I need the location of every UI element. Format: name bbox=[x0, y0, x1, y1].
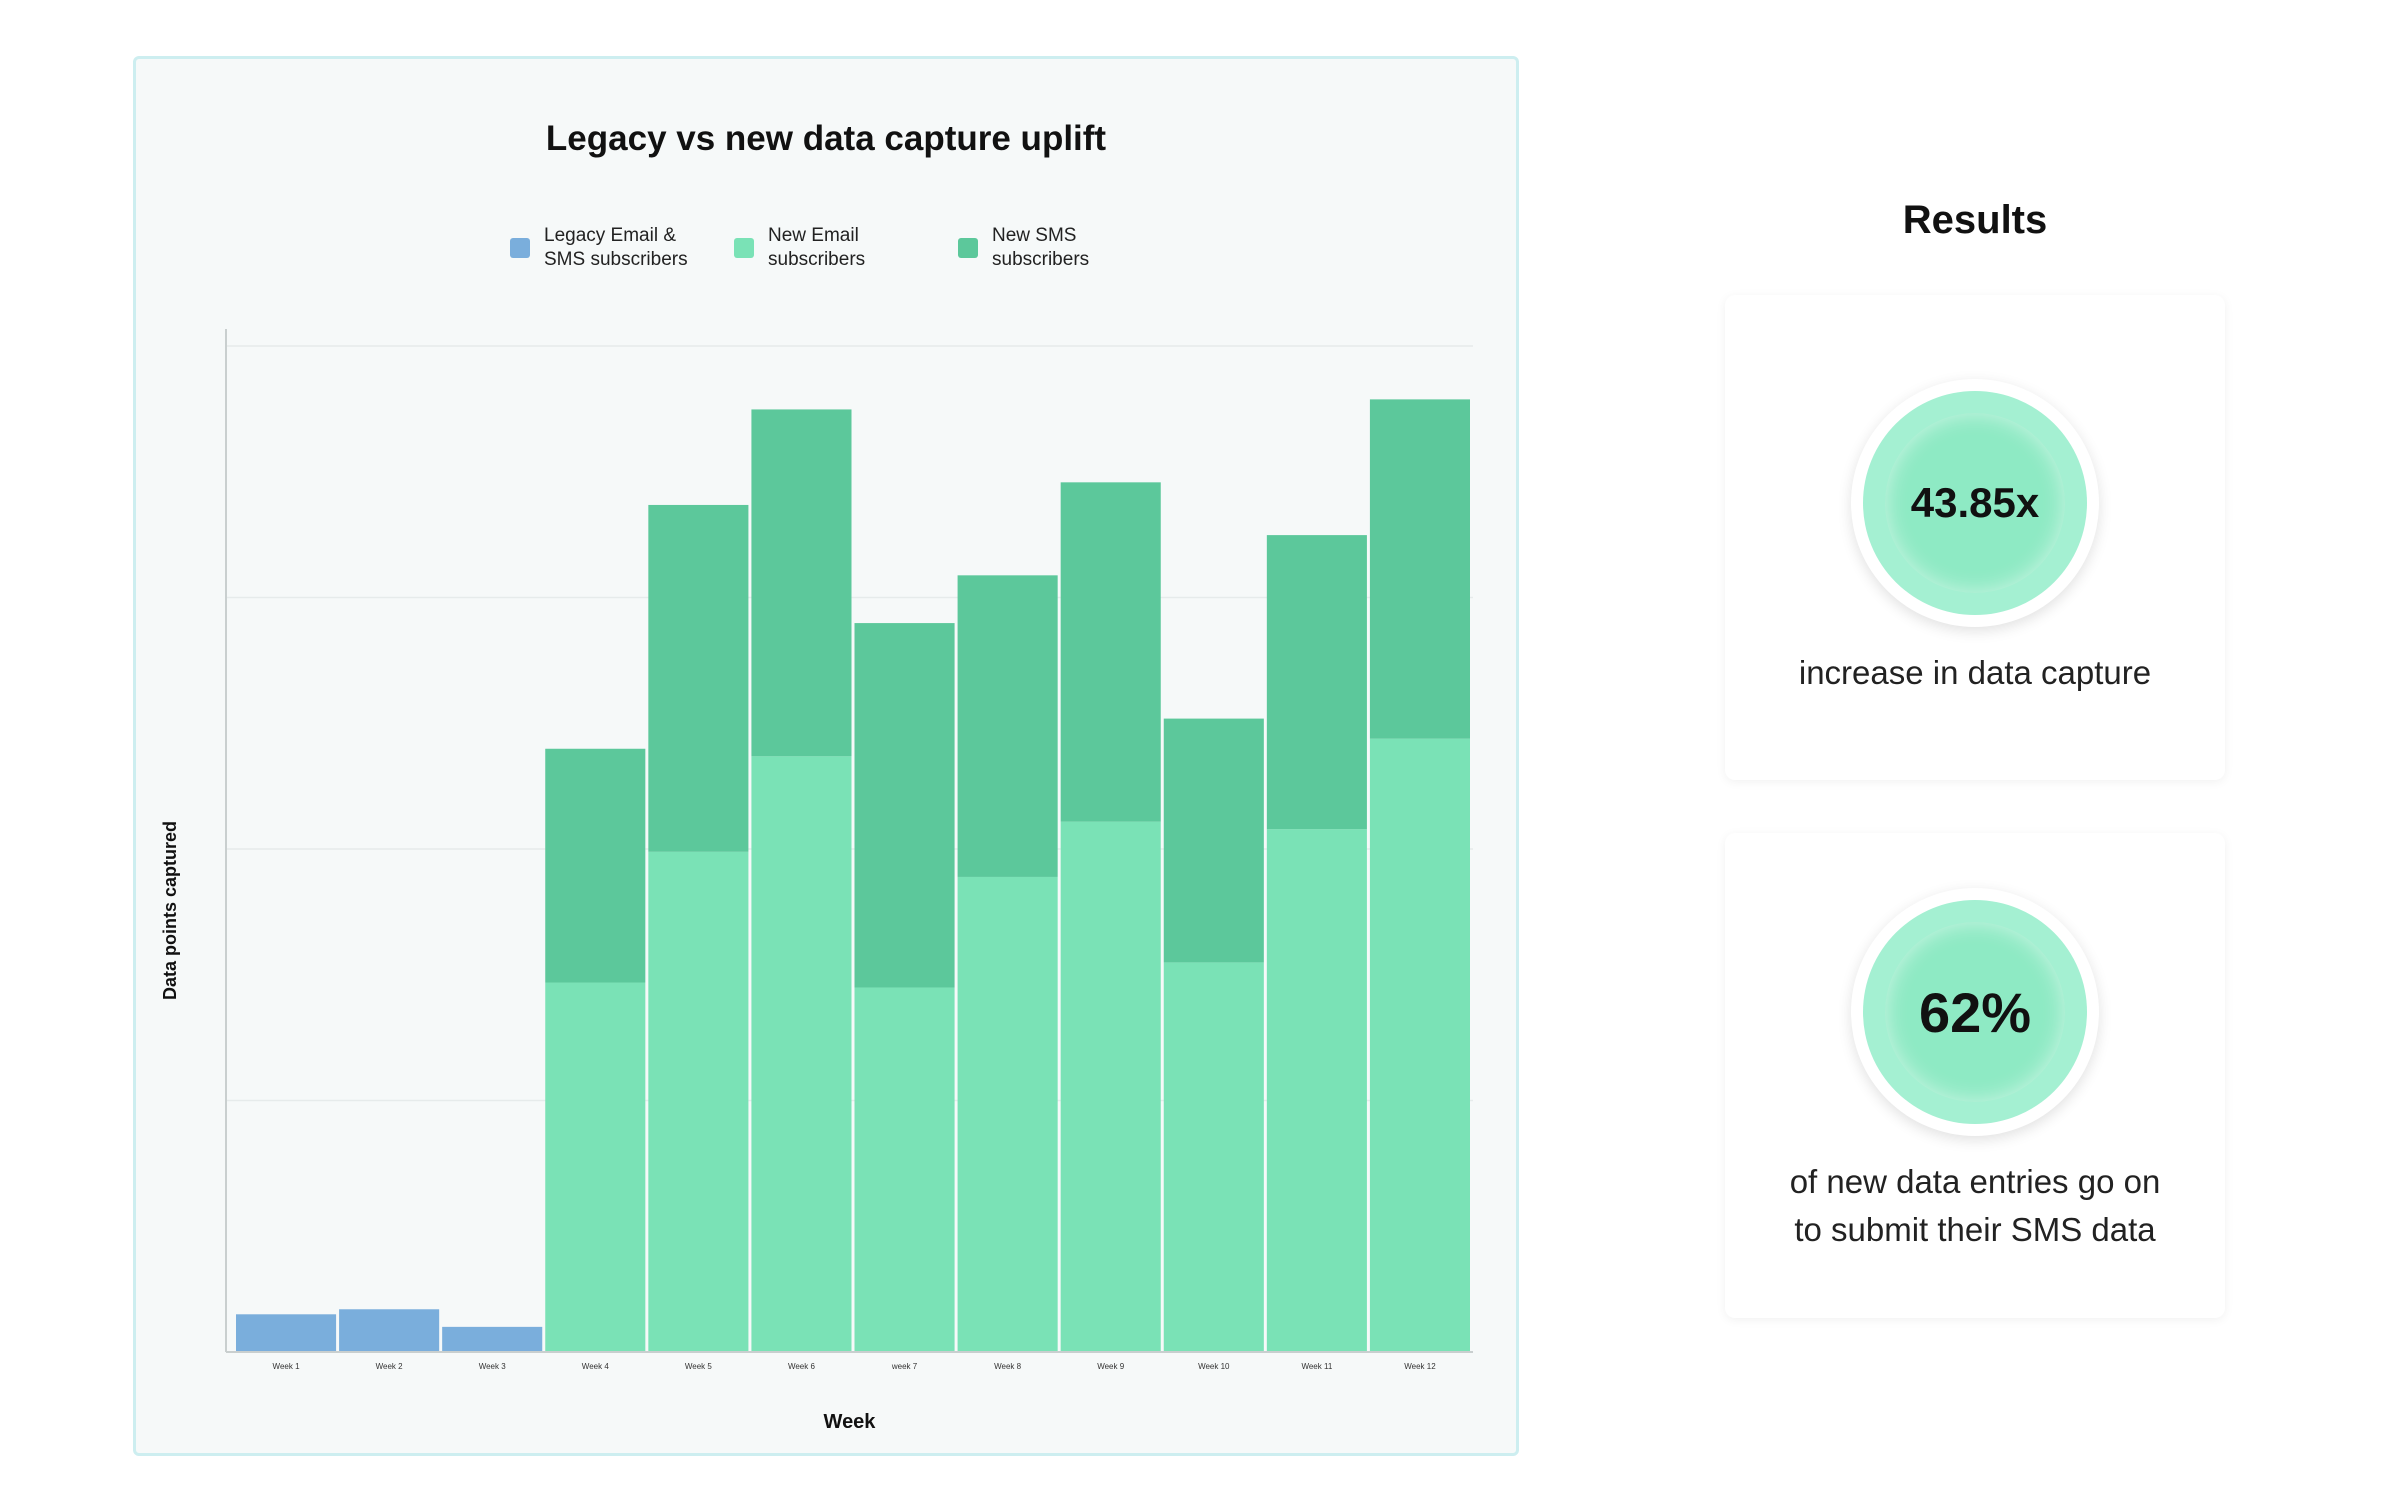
x-tick-label: Week 4 bbox=[582, 1362, 610, 1371]
axes bbox=[225, 329, 1473, 1353]
bar-legacy[interactable] bbox=[339, 1309, 440, 1352]
x-tick-label: Week 1 bbox=[273, 1362, 301, 1371]
x-tick-label: Week 3 bbox=[479, 1362, 507, 1371]
chart-card: Legacy vs new data capture uplift Legacy… bbox=[133, 56, 1519, 1456]
stat-badge: 62% bbox=[1851, 888, 2099, 1136]
legend-item-new-email[interactable]: New Email subscribers bbox=[734, 224, 918, 272]
x-tick-label: Week 8 bbox=[994, 1362, 1022, 1371]
bar-new-email[interactable] bbox=[648, 851, 749, 1352]
bar-new-sms[interactable] bbox=[1163, 718, 1264, 963]
bar-new-email[interactable] bbox=[854, 987, 955, 1352]
bar-new-email[interactable] bbox=[545, 982, 646, 1352]
x-tick-label: Week 10 bbox=[1198, 1362, 1230, 1371]
bar-new-sms[interactable] bbox=[1369, 399, 1470, 739]
bar-new-email[interactable] bbox=[1163, 962, 1264, 1352]
stat-badge-core: 62% bbox=[1885, 922, 2065, 1102]
bar-new-email[interactable] bbox=[751, 756, 852, 1352]
stat-badge-ring: 62% bbox=[1863, 900, 2087, 1124]
bar-new-email[interactable] bbox=[1369, 738, 1470, 1352]
x-tick-label: Week 9 bbox=[1097, 1362, 1125, 1371]
x-tick-label: Week 2 bbox=[376, 1362, 404, 1371]
bar-legacy[interactable] bbox=[442, 1326, 543, 1352]
stat-card-sms-submit: 62% of new data entries go on to submit … bbox=[1725, 833, 2225, 1318]
bar-new-sms[interactable] bbox=[1060, 482, 1161, 822]
chart-title: Legacy vs new data capture uplift bbox=[545, 119, 1107, 158]
stat-caption: increase in data capture bbox=[1798, 654, 2152, 691]
stat-value: 62% bbox=[1918, 980, 2032, 1044]
bar-new-sms[interactable] bbox=[751, 409, 852, 757]
bar-new-email[interactable] bbox=[1060, 821, 1161, 1352]
y-axis-label: Data points captured bbox=[160, 821, 180, 1000]
legend-swatch-new-sms bbox=[958, 238, 978, 258]
bar-new-sms[interactable] bbox=[545, 748, 646, 983]
bar-legacy[interactable] bbox=[236, 1314, 337, 1352]
x-tick-labels: Week 1 Week 2 Week 3 Week 4 Week 5 Week 6 week… bbox=[273, 1362, 1437, 1371]
results-title: Results bbox=[1902, 198, 2048, 242]
stat-badge-core: 43.85x bbox=[1885, 413, 2065, 593]
stat-badge-ring: 43.85x bbox=[1863, 391, 2087, 615]
x-tick-label: Week 5 bbox=[685, 1362, 713, 1371]
bar-new-sms[interactable] bbox=[1266, 535, 1367, 830]
x-tick-label: Week 12 bbox=[1404, 1362, 1436, 1371]
x-tick-label: Week 11 bbox=[1301, 1362, 1332, 1371]
bar-chart: Week 1 Week 2 Week 3 Week 4 Week 5 Week 6 week… bbox=[160, 329, 1473, 1433]
x-tick-label: Week 6 bbox=[788, 1362, 816, 1371]
legend-label-new-email: New Email subscribers bbox=[768, 225, 866, 270]
stat-card-data-capture: 43.85x increase in data capture bbox=[1725, 295, 2225, 780]
legend-swatch-legacy bbox=[510, 238, 530, 258]
legend-label-new-sms: New SMS subscribers bbox=[992, 225, 1090, 270]
legend-swatch-new-email bbox=[734, 238, 754, 258]
legend-label-legacy: Legacy Email & SMS subscribers bbox=[544, 225, 688, 270]
legend-item-new-sms[interactable]: New SMS subscribers bbox=[958, 224, 1142, 272]
x-axis-label: Week bbox=[824, 1411, 877, 1433]
x-tick-label: week 7 bbox=[891, 1362, 918, 1371]
bar-new-email[interactable] bbox=[1266, 829, 1367, 1352]
bar-new-sms[interactable] bbox=[648, 504, 749, 852]
bar-new-sms[interactable] bbox=[957, 575, 1058, 877]
stat-value: 43.85x bbox=[1910, 479, 2040, 526]
bars bbox=[236, 399, 1470, 1352]
bar-new-email[interactable] bbox=[957, 876, 1058, 1352]
chart-legend: Legacy Email & SMS subscribers New Email… bbox=[136, 224, 1516, 272]
bar-new-sms[interactable] bbox=[854, 623, 955, 988]
stat-caption: of new data entries go on to submit thei… bbox=[1789, 1163, 2161, 1248]
legend-item-legacy[interactable]: Legacy Email & SMS subscribers bbox=[510, 224, 694, 272]
stat-badge: 43.85x bbox=[1851, 379, 2099, 627]
